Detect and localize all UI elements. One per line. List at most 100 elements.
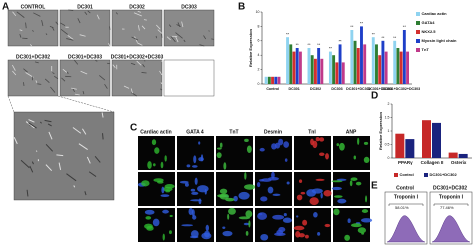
cell-streak [102,133,104,140]
cell-streak [55,21,59,25]
cell-signal [324,223,331,228]
cell-signal [350,177,358,181]
cell-streak [73,59,79,65]
cell-signal [219,142,223,148]
cell-signal [333,208,340,216]
bar [458,153,468,158]
x-tick-label: Osterix [451,160,467,165]
cell-streak [160,88,163,91]
cell-streak [60,22,66,26]
y-tick-label: 8 [258,24,260,28]
cell-streak [73,185,76,188]
micrograph [111,59,163,97]
cell-signal [193,155,197,164]
cell-streak [177,22,181,27]
bar [335,62,339,84]
y-tick-label: 6 [258,39,260,43]
bar [320,58,324,84]
cell-streak [66,71,69,74]
cell-signal [337,198,347,204]
cell-signal [259,147,265,152]
cell-streak [61,77,66,82]
bar [317,48,321,84]
cell-streak [99,75,106,81]
cell-streak [72,127,82,134]
cell-signal [267,186,274,194]
y-tick-label: 0.5 [385,142,390,146]
cell-signal [147,161,152,169]
cell-streak [160,82,163,85]
significance-label: ** [381,35,385,40]
cell-signal [160,194,170,198]
bar [277,76,281,84]
bar [402,30,406,84]
cell-signal [339,142,345,151]
stain-label: TnI [308,129,316,135]
cell-signal [198,198,202,205]
cell-signal [331,180,343,183]
cell-signal [144,209,155,215]
legend-swatch [416,39,420,43]
legend-swatch [416,21,420,25]
cell-signal [141,180,150,187]
cell-signal [205,224,210,232]
cell-signal [278,227,286,233]
cell-signal [169,214,173,218]
cell-streak [48,131,53,140]
cell-streak [16,11,25,18]
cell-streak [49,25,54,29]
cell-streak [44,119,52,123]
cell-streak [88,171,97,177]
cell-signal [271,171,275,179]
y-tick-label: 4 [258,53,260,57]
cell-streak [12,11,17,17]
cell-signal [323,189,332,197]
significance-label: ** [393,35,397,40]
cell-streak [108,43,111,47]
cell-signal [310,138,314,146]
cell-signal [320,192,323,199]
cell-streak [82,91,85,95]
cell-signal [355,181,362,186]
cell-streak [45,164,53,172]
bar [405,139,415,158]
legend-swatch [394,173,398,177]
cell-signal [244,172,247,180]
fluorescence-image [333,136,370,170]
marker-label: Troponin I [394,194,419,200]
x-tick-label: DC301+DC303 [368,87,392,91]
cell-streak [123,85,130,89]
cell-signal [243,222,250,226]
cell-signal [315,136,320,142]
cell-signal [248,220,251,228]
cell-signal [198,141,201,145]
significance-label: ** [338,38,342,43]
x-tick-label: DC303 [331,87,342,91]
cell-signal [145,216,152,220]
cell-streak [166,36,171,41]
cell-streak [203,35,207,40]
panel-letter: C [130,123,137,134]
cell-streak [211,38,215,40]
cell-streak [32,29,34,32]
cell-signal [217,194,227,198]
stain-label: ANP [346,129,357,135]
cell-streak [12,70,17,76]
cell-streak [101,112,104,118]
bar [378,55,382,84]
cell-streak [159,70,163,76]
significance-label: ** [296,42,300,47]
bar [422,120,431,158]
cell-signal [286,181,290,185]
cell-streak [23,68,28,73]
bar [341,62,345,84]
cell-signal [349,180,353,187]
cell-streak [141,25,146,30]
cell-signal [260,233,269,241]
cell-streak [80,70,88,75]
y-tick-label: 1.5 [385,115,390,119]
significance-label: ** [317,42,321,47]
cell-signal [257,212,268,220]
cell-streak [138,25,140,31]
bar [313,58,317,84]
